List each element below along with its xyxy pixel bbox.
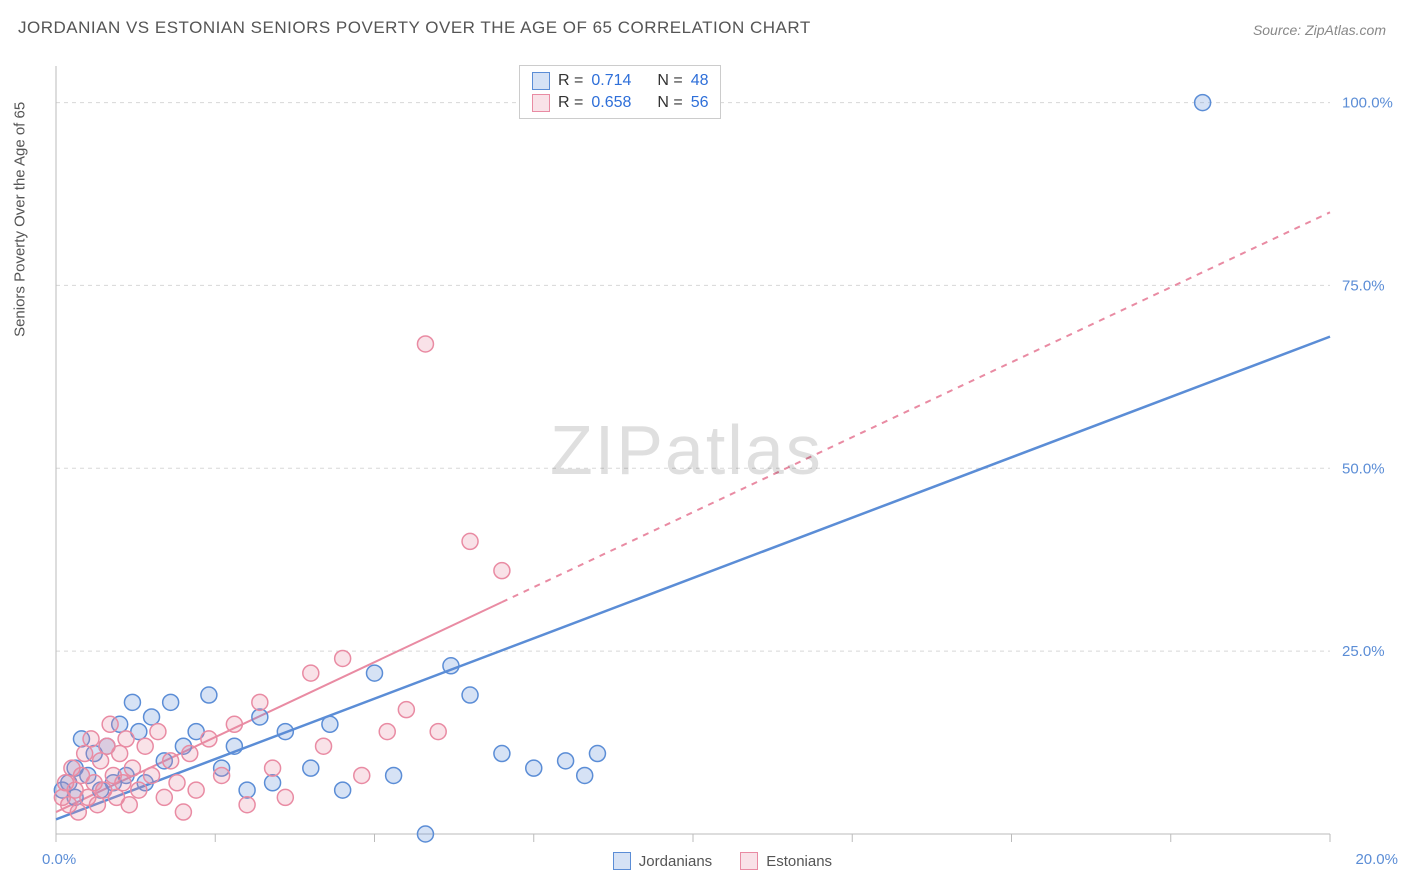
data-point [144,709,160,725]
data-point [494,563,510,579]
data-point [124,694,140,710]
data-point [577,767,593,783]
y-tick-label: 50.0% [1342,460,1385,477]
data-point [443,658,459,674]
data-point [277,789,293,805]
y-tick-label: 25.0% [1342,643,1385,660]
data-point [118,731,134,747]
data-point [163,753,179,769]
scatter-chart-svg: 25.0% 50.0% 75.0% 100.0% [50,60,1390,840]
data-point [201,731,217,747]
data-point [156,789,172,805]
r-label: R = [558,72,583,90]
x-axis-min-label: 0.0% [42,851,76,868]
data-point [265,775,281,791]
data-point [175,804,191,820]
data-point [226,716,242,732]
data-point [201,687,217,703]
data-point [124,760,140,776]
chart-title: JORDANIAN VS ESTONIAN SENIORS POVERTY OV… [18,18,811,38]
data-point [214,767,230,783]
data-point [252,694,268,710]
data-point [188,782,204,798]
legend-swatch [532,94,550,112]
data-point [1195,95,1211,111]
n-label: N = [657,94,682,112]
y-tick-label: 75.0% [1342,277,1385,294]
data-point [462,687,478,703]
data-point [277,724,293,740]
data-point [379,724,395,740]
legend-series-name: Estonians [766,853,832,870]
data-point [239,782,255,798]
data-point [226,738,242,754]
data-point [239,797,255,813]
data-point [102,716,118,732]
data-point [303,760,319,776]
data-point [83,731,99,747]
source-attribution: Source: ZipAtlas.com [1253,22,1386,38]
data-point [265,760,281,776]
legend-row: R = 0.658 N = 56 [532,92,708,114]
data-point [150,724,166,740]
data-point [430,724,446,740]
data-point [70,804,86,820]
data-point [494,746,510,762]
data-point [417,336,433,352]
legend-item: Jordanians [613,852,712,870]
data-point [354,767,370,783]
data-point [526,760,542,776]
data-point [182,746,198,762]
data-point [137,738,153,754]
data-point [131,782,147,798]
n-label: N = [657,72,682,90]
data-point [303,665,319,681]
data-point [417,826,433,842]
data-point [398,702,414,718]
data-point [589,746,605,762]
legend-row: R = 0.714 N = 48 [532,70,708,92]
data-point [169,775,185,791]
data-point [93,753,109,769]
legend-swatch [613,852,631,870]
data-point [316,738,332,754]
data-point [335,782,351,798]
r-label: R = [558,94,583,112]
data-point [386,767,402,783]
y-axis-label: Seniors Poverty Over the Age of 65 [12,102,29,337]
data-point [335,650,351,666]
data-point [121,797,137,813]
n-value: 56 [691,94,709,112]
data-point [144,767,160,783]
data-point [115,775,131,791]
data-point [112,746,128,762]
r-value: 0.658 [591,94,641,112]
series-legend: Jordanians Estonians [613,852,832,870]
y-tick-label: 100.0% [1342,95,1393,112]
x-axis-max-label: 20.0% [1355,851,1398,868]
r-value: 0.714 [591,72,641,90]
data-point [252,709,268,725]
n-value: 48 [691,72,709,90]
plot-area: 25.0%50.0%75.0%100.0% ZIPatlas R =0.714N… [50,60,1390,840]
correlation-legend: R = 0.714 N = 48 R = 0.658 N = 56 [519,65,721,119]
data-point [163,694,179,710]
legend-swatch [532,72,550,90]
chart-container: JORDANIAN VS ESTONIAN SENIORS POVERTY OV… [0,0,1406,892]
legend-swatch [740,852,758,870]
data-point [462,533,478,549]
data-point [77,746,93,762]
data-point [367,665,383,681]
data-point [322,716,338,732]
legend-item: Estonians [740,852,832,870]
data-point [558,753,574,769]
data-point [89,797,105,813]
legend-series-name: Jordanians [639,853,712,870]
